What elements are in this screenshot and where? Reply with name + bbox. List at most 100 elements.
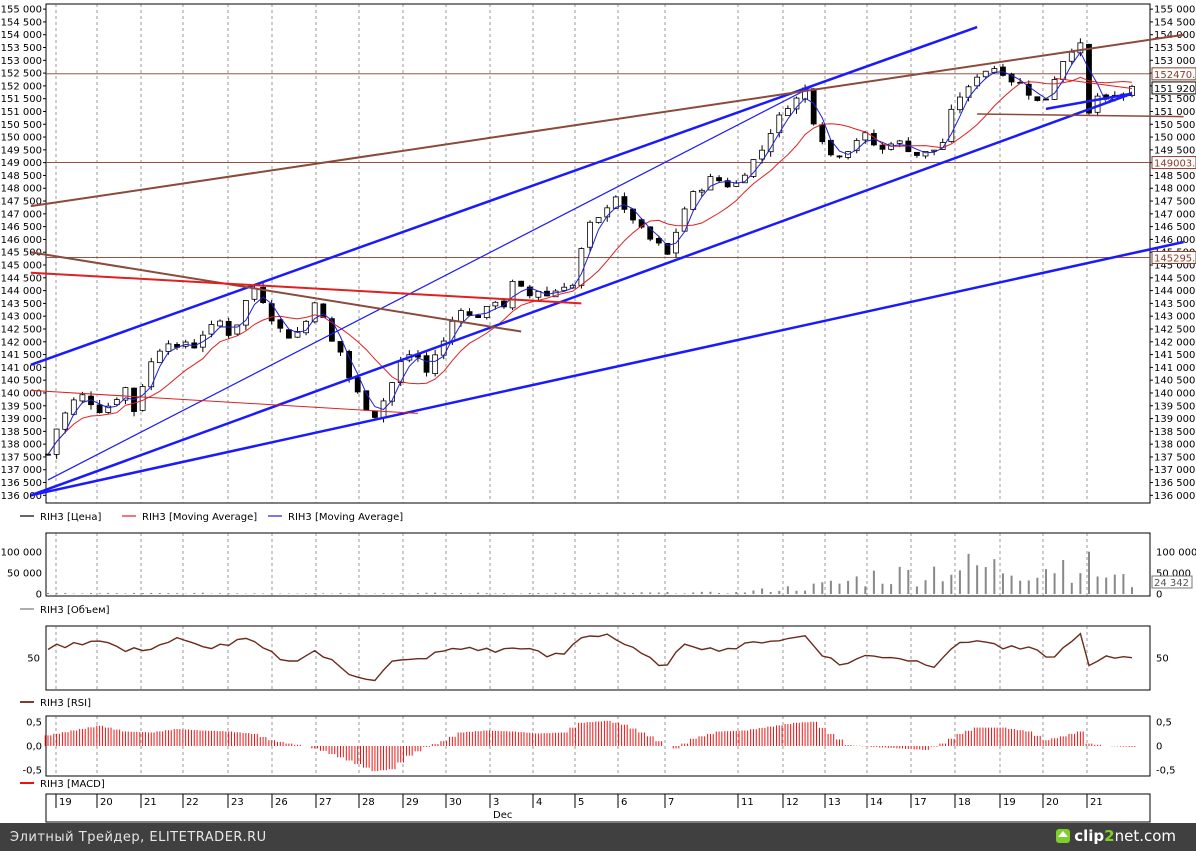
candle-body (587, 221, 593, 248)
rsi-plot-frame (45, 625, 1151, 691)
candle-body (156, 350, 163, 364)
candle-body (1025, 83, 1032, 96)
y-tick-label-left: 139 000 (1, 414, 42, 425)
candle-body (982, 70, 989, 78)
legend-label: RIH3 [Moving Average] (142, 512, 257, 523)
candle-body (664, 242, 671, 255)
candle-body (1086, 43, 1092, 114)
x-tick-label: 14 (870, 797, 883, 808)
candle-body (698, 189, 705, 193)
x-tick-label: 13 (828, 797, 841, 808)
candle-body (724, 180, 731, 188)
legend-label: RIH3 [Цена] (40, 512, 101, 523)
candle-body (466, 311, 473, 316)
candle-body (733, 182, 740, 187)
rsi-line (47, 632, 1133, 682)
y-tick-label-right: 148 500 (1154, 171, 1195, 182)
y-tick-label-right: 136 000 (1154, 491, 1195, 502)
y-tick-label-left: 141 000 (1, 363, 42, 374)
trend-line (30, 25, 978, 366)
ma-fast-line (47, 51, 1133, 455)
candle-body (139, 386, 146, 411)
candle-body (285, 329, 292, 339)
y-tick-label-left: 145 000 (1, 261, 42, 272)
candle-body (389, 382, 396, 402)
x-tick-label: 19 (1003, 797, 1016, 808)
candle-body (914, 151, 920, 156)
candle-body (879, 144, 886, 150)
x-tick-label: 27 (319, 797, 332, 808)
x-axis-frame (45, 793, 1151, 823)
candle-body (432, 354, 439, 374)
candle-body (475, 314, 482, 318)
volume-current-label: 24 342 (1154, 578, 1189, 589)
y-tick-label-right: 155 000 (1154, 5, 1195, 16)
legend-label: RIH3 [RSI] (40, 698, 91, 709)
candle-body (105, 405, 112, 413)
legend-label: RIH3 [Moving Average] (288, 512, 403, 523)
candle-body (122, 387, 129, 401)
candle-body (501, 300, 507, 308)
candle-body (234, 324, 241, 335)
y-tick-label-right: 146 000 (1154, 235, 1195, 246)
logo-icon (1056, 829, 1071, 843)
y-tick-label-left: 147 500 (1, 197, 42, 208)
price-marker-label: 151 920 (1154, 84, 1195, 95)
y-tick-label-left: 143 000 (1, 312, 42, 323)
y-tick-label-left: 149 000 (1, 158, 42, 169)
x-tick-label: 4 (536, 797, 542, 808)
vol-tick-left: 0 (36, 590, 42, 601)
vol-tick-left: 100 000 (1, 547, 42, 558)
trend-line (30, 240, 1184, 497)
y-tick-label-right: 153 000 (1154, 56, 1195, 67)
trend-line (47, 85, 814, 481)
macd-tick-left: -0,5 (22, 766, 42, 777)
y-tick-label-left: 144 500 (1, 273, 42, 284)
candle-body (96, 404, 103, 414)
candle-body (492, 301, 499, 307)
candle-body (767, 133, 774, 153)
candle-body (922, 150, 929, 157)
x-tick-label: 21 (144, 797, 157, 808)
y-tick-label-left: 155 000 (1, 5, 42, 16)
y-tick-label-left: 136 500 (1, 478, 42, 489)
candle-body (750, 159, 757, 177)
y-tick-label-left: 152 500 (1, 69, 42, 80)
x-tick-label: 30 (449, 797, 462, 808)
y-tick-label-left: 148 500 (1, 171, 42, 182)
trend-line (1045, 92, 1133, 111)
y-tick-label-left: 142 000 (1, 337, 42, 348)
candle-body (836, 155, 843, 158)
y-tick-label-right: 149 500 (1154, 145, 1195, 156)
trend-lines (30, 25, 1184, 497)
legend-label: RIH3 [Объем] (40, 605, 110, 616)
candle-body (354, 377, 361, 393)
candle-body (113, 399, 120, 406)
rsi-panel: 50 50 (27, 625, 1169, 691)
macd-tick-left: 0,0 (26, 742, 42, 753)
x-tick-label: 29 (406, 797, 419, 808)
y-tick-label-right: 140 500 (1154, 376, 1195, 387)
macd-tick-left: 0,5 (26, 717, 42, 728)
y-tick-label-left: 140 000 (1, 388, 42, 399)
legends: RIH3 [Цена] RIH3 [Moving Average] RIH3 [Mo… (20, 512, 403, 790)
gridlines (55, 4, 1088, 503)
candle-body (337, 341, 344, 353)
trend-line (30, 251, 522, 333)
y-tick-label-right: 142 000 (1154, 337, 1195, 348)
x-tick-label: 21 (1090, 797, 1103, 808)
candle-body (974, 76, 981, 87)
candle-body (862, 132, 869, 141)
price-marker-box (1151, 81, 1196, 95)
candle-body (939, 142, 946, 150)
price-marker-box (1151, 250, 1196, 264)
candle-body (853, 140, 860, 152)
x-tick-label: 12 (786, 797, 799, 808)
rsi-tick-right: 50 (1156, 654, 1169, 665)
vol-tick-right: 0 (1156, 590, 1162, 601)
y-tick-label-right: 153 500 (1154, 43, 1195, 54)
y-tick-label-left: 147 000 (1, 209, 42, 220)
y-tick-label-right: 148 000 (1154, 184, 1195, 195)
candle-body (1077, 42, 1084, 54)
